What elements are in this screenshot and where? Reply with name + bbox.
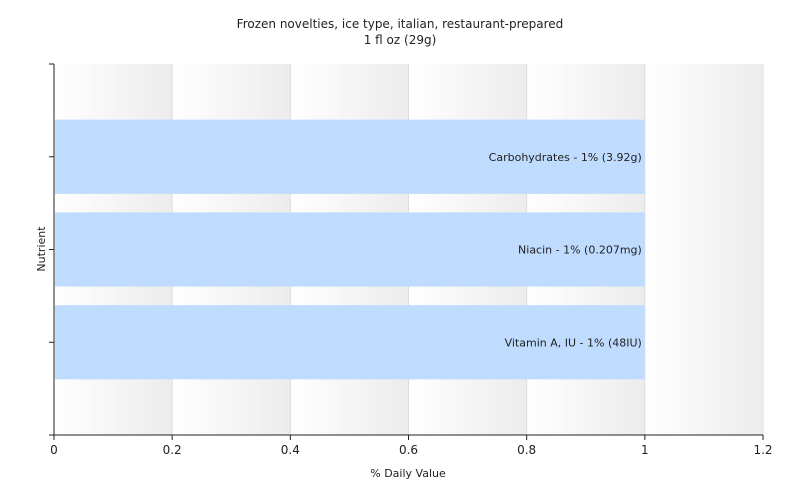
plot-band bbox=[644, 64, 763, 435]
y-axis-title: Nutrient bbox=[35, 226, 48, 272]
bars: Carbohydrates - 1% (3.92g) Niacin - 1% (0… bbox=[55, 119, 645, 380]
bar-label: Vitamin A, IU - 1% (48IU) bbox=[505, 336, 642, 349]
bar-label: Niacin - 1% (0.207mg) bbox=[518, 244, 642, 257]
y-ticks bbox=[49, 63, 54, 436]
bar bbox=[55, 212, 645, 287]
x-tick-label: 0.2 bbox=[163, 443, 182, 457]
chart-title: Frozen novelties, ice type, italian, res… bbox=[236, 17, 564, 31]
x-ticks: 0 0.2 0.4 0.6 0.8 1 1.2 bbox=[50, 435, 773, 457]
bar-label: Carbohydrates - 1% (3.92g) bbox=[489, 151, 642, 164]
chart-title-block: Frozen novelties, ice type, italian, res… bbox=[0, 16, 800, 48]
x-tick-label: 0.6 bbox=[399, 443, 418, 457]
x-tick-label: 0.4 bbox=[281, 443, 300, 457]
chart-subtitle: 1 fl oz (29g) bbox=[363, 33, 437, 47]
x-tick-label: 0 bbox=[50, 443, 58, 457]
x-tick-label: 0.8 bbox=[517, 443, 536, 457]
x-axis-title: % Daily Value bbox=[370, 467, 446, 480]
bar bbox=[55, 119, 645, 194]
x-tick-label: 1 bbox=[641, 443, 649, 457]
bar bbox=[55, 305, 645, 380]
x-tick-label: 1.2 bbox=[753, 443, 772, 457]
